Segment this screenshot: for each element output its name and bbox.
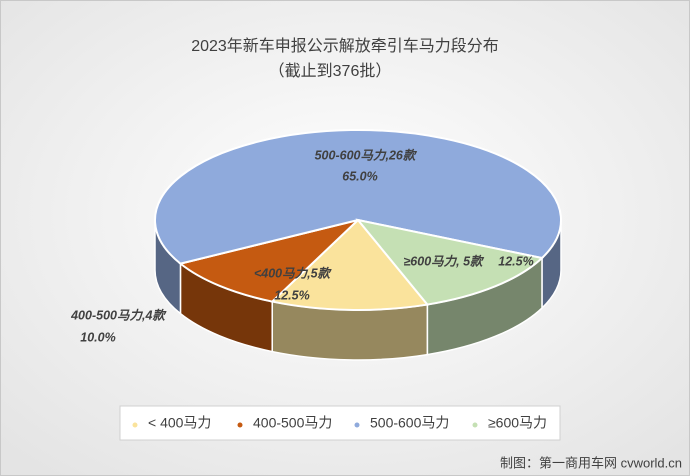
legend: < 400马力 400-500马力 500-600马力 ≥600马力 xyxy=(132,415,547,431)
legend-label: ≥600马力 xyxy=(488,415,547,431)
legend-label: 400-500马力 xyxy=(253,415,332,431)
data-label: 12.5% xyxy=(498,254,533,268)
legend-marker xyxy=(472,422,478,428)
pie-slice xyxy=(270,218,430,311)
pie-slice xyxy=(355,218,545,306)
footer: 制图：第一商用车网 cvworld.cn xyxy=(500,455,682,470)
legend-marker xyxy=(132,422,138,428)
chart-title: 2023年新车申报公示解放牵引车马力段分布 xyxy=(191,37,499,55)
legend-label: < 400马力 xyxy=(148,415,211,431)
legend-marker xyxy=(354,422,360,428)
data-label: ≥600马力, 5款 xyxy=(403,254,485,268)
data-label: <400马力,5款 xyxy=(254,266,333,280)
pie-slice xyxy=(154,129,562,265)
legend-marker xyxy=(237,422,243,428)
data-labels: 500-600马力,26款 65.0% <400马力,5款 12.5% ≥600… xyxy=(70,148,534,344)
data-label: 400-500马力,4款 xyxy=(70,308,167,322)
data-label: 10.0% xyxy=(80,330,115,344)
data-label: 65.0% xyxy=(342,169,377,183)
data-label: 12.5% xyxy=(274,288,309,302)
pie xyxy=(154,129,562,361)
pie-slice xyxy=(178,218,362,303)
legend-label: 500-600马力 xyxy=(370,415,449,431)
legend-box xyxy=(119,405,561,441)
chart-subtitle: （截止到376批） xyxy=(269,62,392,80)
data-label: 500-600马力,26款 xyxy=(315,148,418,162)
